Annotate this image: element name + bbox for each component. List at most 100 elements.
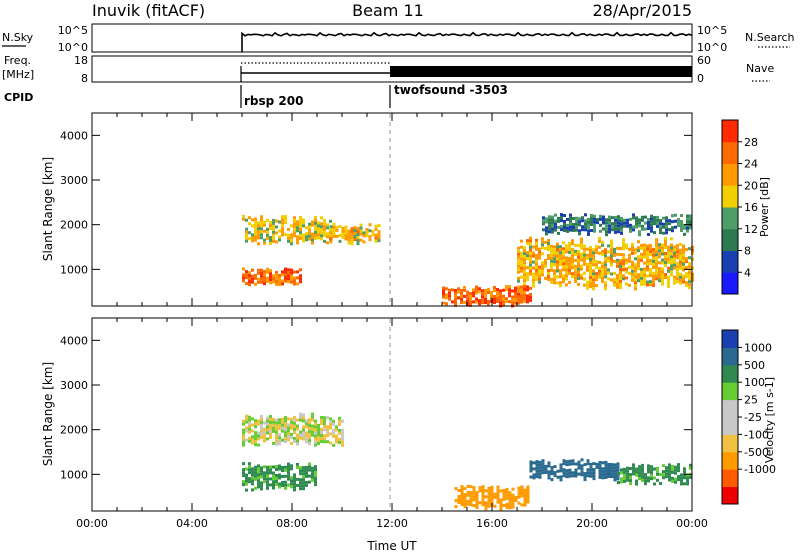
echo-cell [517,261,520,265]
echo-cell [311,424,314,428]
echo-cell [589,471,593,475]
echo-cell [278,424,281,428]
echo-cell [626,472,629,476]
echo-cell [550,478,554,482]
echo-cell [580,258,583,262]
echo-cell [320,422,323,425]
echo-cell [496,500,500,504]
echo-cell [532,467,536,471]
echo-cell [251,488,254,492]
echo-cell [661,243,664,247]
echo-cell [445,293,448,297]
echo-cell [308,427,311,431]
echo-cell [548,227,551,231]
echo-cell [353,226,357,230]
echo-cell [445,296,448,300]
echo-cell [293,216,296,220]
echo-cell [620,225,623,229]
echo-cell [661,273,664,277]
echo-cell [664,264,667,267]
echo-cell [248,418,251,422]
echo-cell [637,273,640,277]
echo-cell [589,474,593,478]
echo-cell [445,287,448,291]
echo-cell [254,468,257,472]
echo-cell [511,502,515,506]
echo-cell [613,277,616,281]
echo-cell [281,429,284,433]
echo-cell [287,274,290,278]
echo-cell [574,462,578,466]
echo-cell [652,247,655,251]
echo-cell [589,267,592,270]
echo-cell [448,297,451,301]
echo-cell [290,479,293,483]
echo-cell [643,243,646,247]
echo-cell [487,288,490,291]
echo-cell [260,230,263,234]
echo-cell [601,270,604,274]
echo-cell [628,256,631,260]
echo-cell [640,255,643,259]
echo-cell [245,239,248,243]
echo-cell [344,231,348,235]
echo-cell [553,281,556,285]
echo-cell [637,279,640,283]
echo-cell [649,247,652,251]
echo-cell [620,471,623,475]
echo-cell [284,431,287,435]
echo-cell [326,223,329,227]
echo-cell [680,214,683,217]
echo-cell [541,243,544,247]
echo-cell [650,474,653,478]
echo-cell [269,424,272,427]
echo-cell [374,233,378,237]
echo-cell [655,277,658,281]
echo-cell [481,503,485,507]
echo-cell [535,259,538,263]
echo-cell [311,412,314,416]
echo-cell [260,484,263,488]
echo-cell [568,468,572,472]
echo-cell [245,414,248,418]
echo-cell [676,271,679,275]
echo-cell [287,435,290,439]
echo-cell [302,416,305,420]
echo-cell [580,464,584,468]
echo-cell [517,495,521,499]
echo-cell [475,506,479,510]
echo-cell [263,229,266,233]
echo-cell [571,260,574,264]
echo-cell [550,250,553,254]
echo-cell [562,462,566,466]
echo-cell [472,492,476,496]
echo-cell [284,425,287,429]
echo-cell [635,482,638,486]
echo-cell [356,239,360,243]
echo-cell [556,469,560,473]
echo-cell [281,224,284,228]
echo-cell [586,459,590,463]
echo-cell [260,277,263,281]
echo-cell [610,472,614,476]
echo-cell [598,272,601,276]
echo-cell [589,246,592,249]
echo-cell [568,241,571,245]
station-title: Inuvik (fitACF) [92,1,205,20]
echo-cell [628,259,631,263]
echo-cell [617,221,620,225]
echo-cell [350,233,354,237]
echo-cell [338,437,341,441]
echo-cell [359,223,363,227]
echo-cell [263,282,266,286]
echo-cell [635,479,638,483]
echo-cell [269,272,272,276]
echo-cell [481,494,485,498]
echo-cell [248,430,251,434]
echo-cell [469,491,473,495]
echo-cell [614,230,617,234]
echo-cell [472,288,475,292]
echo-cell [260,224,263,228]
echo-cell [323,437,326,441]
echo-cell [595,465,599,469]
